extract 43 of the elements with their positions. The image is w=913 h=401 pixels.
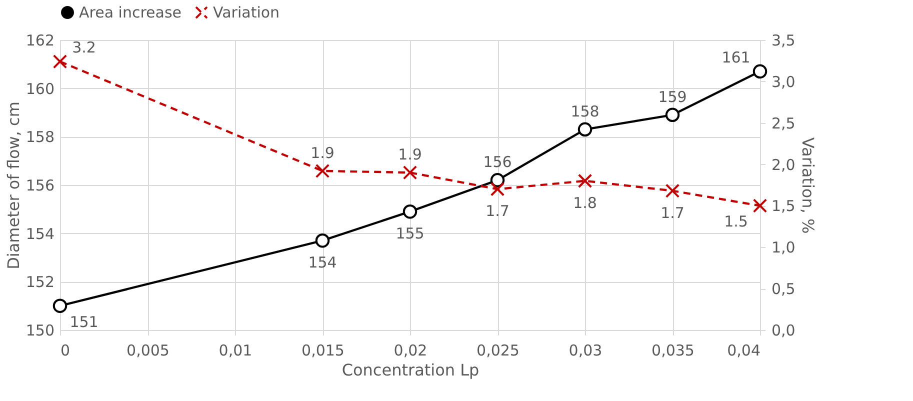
data-label: 1.9 [398, 146, 422, 164]
data-label: 158 [570, 102, 600, 120]
data-label: 161 [722, 48, 750, 66]
x-tick-label: 0,01 [218, 342, 252, 360]
y-tick-label: 158 [26, 128, 54, 146]
legend-label: Area increase [79, 4, 182, 22]
y2-tick-label: 2,0 [772, 156, 796, 174]
x-tick-label: 0,02 [394, 342, 428, 360]
data-label: 159 [658, 88, 687, 106]
data-label: 1.7 [660, 204, 684, 222]
data-label: 3.2 [72, 38, 96, 57]
data-label: 1.9 [310, 144, 334, 162]
data-label: 154 [308, 254, 337, 272]
y-tick-label: 156 [26, 176, 54, 194]
y2-tick-label: 1,5 [772, 197, 796, 216]
x-tick-label: 0,025 [476, 342, 520, 360]
x-tick-label: 0,035 [652, 342, 694, 360]
x-tick-label: 0,04 [727, 342, 760, 360]
y2-tick-label: 1,0 [772, 238, 796, 257]
data-label: 1.8 [573, 194, 597, 212]
y2-tick-label: 0,0 [772, 322, 796, 340]
legend-label: Variation [213, 4, 280, 22]
y-tick-label: 160 [26, 80, 54, 98]
y-tick-label: 152 [26, 273, 54, 292]
x-tick-label: 0,015 [302, 342, 344, 360]
x-axis-title: Concentration Lp [342, 360, 480, 380]
x-tick-label: 0,03 [568, 342, 602, 360]
y2-tick-label: 3,5 [772, 32, 796, 50]
y-tick-label: 150 [26, 322, 54, 340]
y-tick-label: 154 [26, 224, 54, 243]
y-tick-label: 162 [26, 32, 54, 50]
y2-tick-label: 3,0 [772, 72, 796, 91]
data-label: 1.5 [724, 212, 748, 231]
data-label: 155 [396, 224, 424, 243]
data-label: 156 [483, 153, 512, 172]
y2-tick-label: 2,5 [772, 114, 796, 132]
y2-axis-title: Variation, % [798, 137, 818, 234]
y-axis-title: Diameter of flow, cm [4, 102, 23, 270]
y2-tick-label: 0,5 [772, 280, 796, 298]
data-label: 151 [70, 312, 98, 331]
data-label: 1.7 [486, 202, 510, 220]
x-tick-label: 0 [60, 342, 70, 360]
x-tick-label: 0,005 [126, 342, 170, 360]
